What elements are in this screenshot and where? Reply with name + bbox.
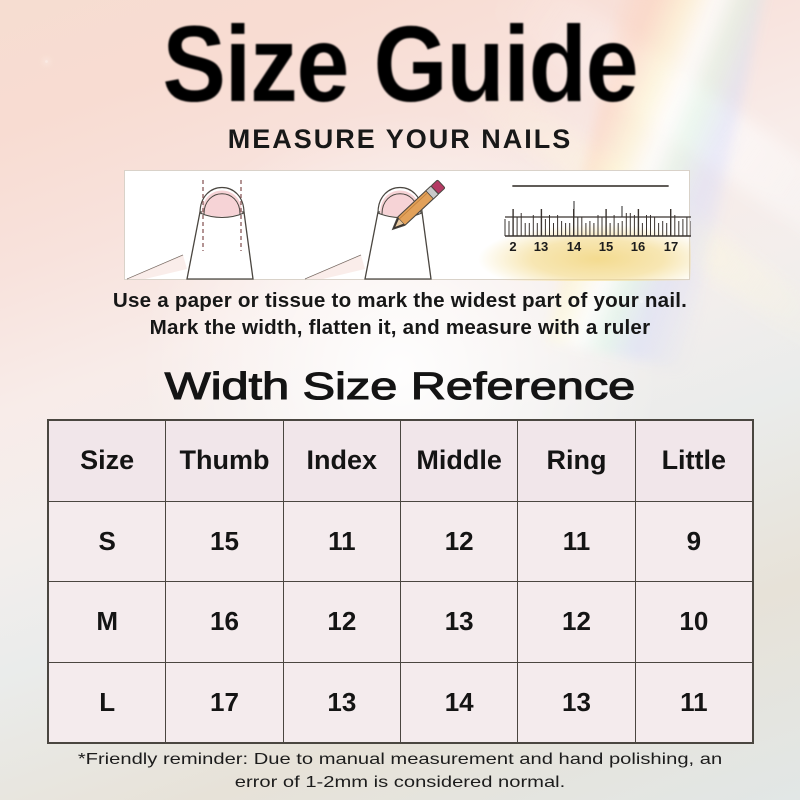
svg-text:16: 16 (631, 239, 645, 254)
svg-text:17: 17 (664, 239, 678, 254)
svg-text:13: 13 (534, 239, 548, 254)
svg-text:14: 14 (567, 239, 582, 254)
svg-text:15: 15 (599, 239, 613, 254)
svg-text:2: 2 (509, 239, 516, 254)
